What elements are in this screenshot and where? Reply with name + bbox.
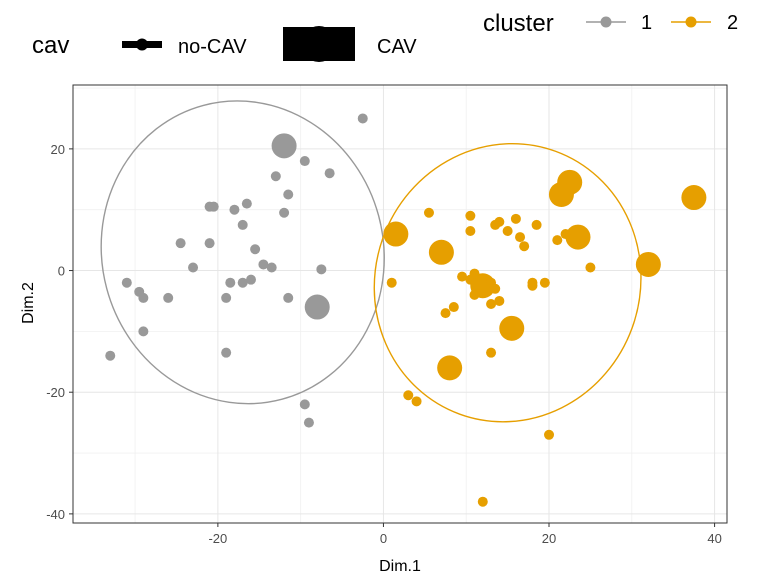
color-legend-key-2 bbox=[671, 16, 711, 28]
point-cluster-2 bbox=[490, 219, 501, 230]
point-cluster-2 bbox=[465, 226, 476, 236]
size-legend-key-cav bbox=[283, 26, 355, 62]
point-cluster-2 bbox=[486, 347, 497, 358]
y-tick-label: -20 bbox=[46, 385, 65, 400]
point-cluster-1 bbox=[138, 292, 149, 303]
point-cluster-1 bbox=[279, 207, 290, 218]
size-legend-title: cav bbox=[32, 32, 69, 59]
point-cluster-1 bbox=[105, 350, 116, 361]
point-cluster-1 bbox=[188, 262, 199, 273]
point-cluster-1 bbox=[163, 292, 174, 303]
point-cluster-1 bbox=[270, 171, 281, 182]
point-cluster-1 bbox=[250, 244, 261, 255]
size-legend-label-cav: CAV bbox=[377, 36, 417, 58]
point-cluster-2 bbox=[499, 315, 525, 341]
point-cluster-1 bbox=[241, 198, 252, 209]
point-cluster-1 bbox=[221, 292, 232, 303]
point-cluster-2 bbox=[469, 268, 480, 279]
x-tick-label: 0 bbox=[380, 531, 387, 546]
point-cluster-1 bbox=[229, 204, 240, 215]
point-cluster-2 bbox=[565, 224, 591, 250]
point-cluster-2 bbox=[544, 429, 555, 440]
point-cluster-1 bbox=[304, 294, 330, 320]
point-cluster-2 bbox=[448, 302, 459, 313]
point-cluster-1 bbox=[299, 399, 310, 410]
point-cluster-2 bbox=[490, 283, 501, 294]
color-legend-label-1: 1 bbox=[641, 12, 652, 34]
point-cluster-2 bbox=[494, 295, 505, 306]
point-cluster-2 bbox=[423, 207, 434, 218]
point-cluster-2 bbox=[403, 390, 414, 401]
ellipse-cluster-1 bbox=[100, 100, 385, 405]
point-cluster-2 bbox=[548, 182, 574, 207]
ellipse-cluster-2 bbox=[373, 142, 642, 423]
x-axis-label: Dim.1 bbox=[379, 558, 421, 575]
point-cluster-2 bbox=[469, 289, 480, 300]
point-cluster-2 bbox=[411, 396, 422, 407]
data-points bbox=[105, 113, 707, 507]
point-cluster-2 bbox=[560, 229, 571, 240]
point-cluster-2 bbox=[681, 185, 707, 211]
point-cluster-2 bbox=[531, 219, 542, 230]
point-cluster-1 bbox=[208, 201, 219, 212]
x-tick-label: 40 bbox=[707, 531, 721, 546]
axes: -20 0 20 40 -40 -20 0 20 bbox=[46, 142, 722, 546]
point-cluster-1 bbox=[303, 417, 314, 428]
point-cluster-1 bbox=[283, 292, 294, 303]
point-cluster-1 bbox=[283, 189, 294, 200]
point-cluster-2 bbox=[486, 299, 497, 309]
point-cluster-2 bbox=[428, 239, 454, 265]
legend: cav no-CAV CAV cluster 1 2 bbox=[32, 10, 738, 62]
x-tick-label: 20 bbox=[542, 531, 556, 546]
point-cluster-1 bbox=[357, 113, 368, 124]
confidence-ellipses bbox=[100, 100, 642, 423]
point-cluster-1 bbox=[271, 133, 297, 159]
panel-border bbox=[72, 84, 728, 524]
y-tick-label: -40 bbox=[46, 507, 65, 522]
point-cluster-1 bbox=[138, 326, 149, 337]
point-cluster-2 bbox=[437, 355, 463, 381]
point-cluster-2 bbox=[635, 251, 661, 277]
point-cluster-2 bbox=[383, 221, 409, 247]
point-cluster-2 bbox=[515, 232, 526, 243]
grid bbox=[73, 85, 727, 523]
point-cluster-2 bbox=[527, 280, 538, 291]
point-cluster-1 bbox=[258, 259, 269, 270]
point-cluster-2 bbox=[510, 213, 521, 224]
x-tick-label: -20 bbox=[208, 531, 227, 546]
color-legend-key-1 bbox=[586, 16, 626, 28]
point-cluster-1 bbox=[316, 264, 327, 275]
size-legend-label-no-cav: no-CAV bbox=[178, 36, 247, 58]
point-cluster-2 bbox=[386, 277, 397, 288]
y-axis-label: Dim.2 bbox=[20, 282, 37, 324]
y-tick-label: 0 bbox=[58, 264, 65, 279]
point-cluster-1 bbox=[175, 238, 186, 249]
point-cluster-1 bbox=[237, 277, 248, 288]
point-cluster-1 bbox=[121, 277, 132, 288]
point-cluster-2 bbox=[440, 308, 451, 319]
y-tick-label: 20 bbox=[51, 142, 65, 157]
color-legend-title: cluster bbox=[483, 10, 554, 37]
point-cluster-2 bbox=[477, 496, 488, 507]
point-cluster-1 bbox=[324, 168, 335, 179]
point-cluster-1 bbox=[237, 219, 248, 230]
point-cluster-1 bbox=[266, 262, 277, 273]
point-cluster-1 bbox=[225, 277, 236, 288]
point-cluster-2 bbox=[465, 210, 476, 221]
size-legend-key-no-cav bbox=[122, 38, 162, 51]
point-cluster-2 bbox=[539, 277, 550, 288]
color-legend-label-2: 2 bbox=[727, 12, 738, 34]
point-cluster-1 bbox=[204, 238, 215, 249]
point-cluster-2 bbox=[457, 271, 468, 282]
point-cluster-1 bbox=[299, 156, 310, 167]
point-cluster-2 bbox=[552, 235, 563, 246]
point-cluster-1 bbox=[245, 274, 256, 285]
point-cluster-2 bbox=[502, 226, 513, 236]
point-cluster-1 bbox=[221, 347, 232, 358]
point-cluster-2 bbox=[519, 241, 530, 252]
point-cluster-2 bbox=[585, 262, 596, 273]
